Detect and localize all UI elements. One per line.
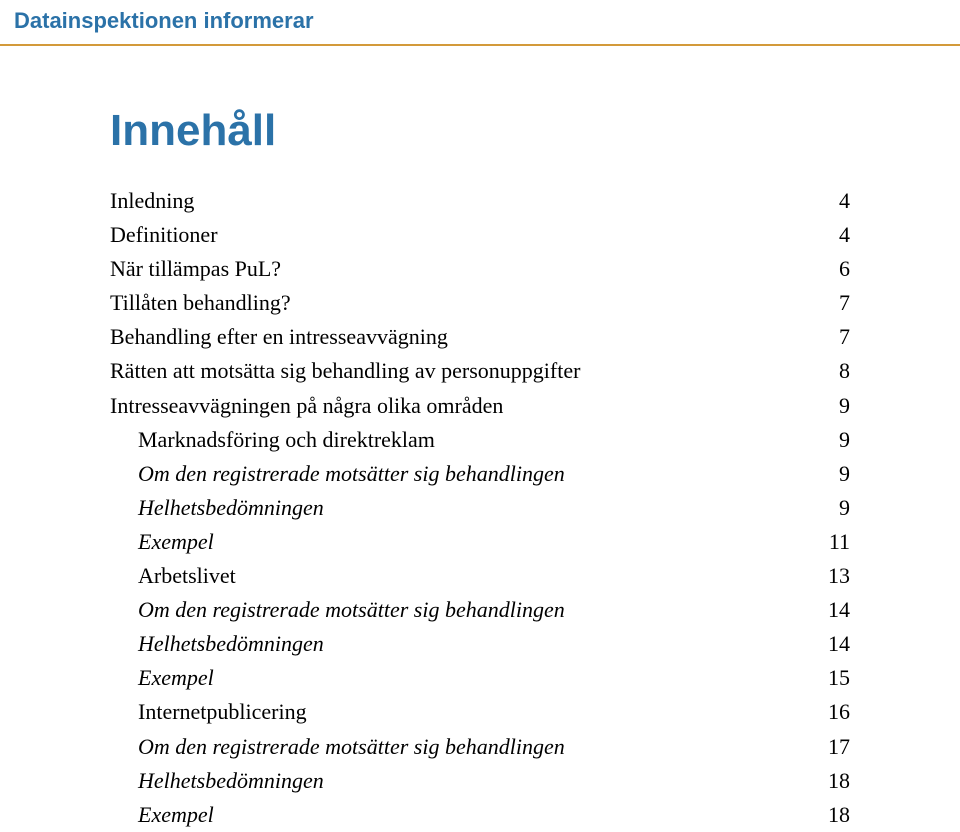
toc-row: Exempel 11 xyxy=(110,525,850,559)
toc-row: Helhetsbedömningen 9 xyxy=(110,491,850,525)
toc-entry-page: 4 xyxy=(839,218,850,252)
toc-entry-page: 6 xyxy=(839,252,850,286)
toc-entry-page: 7 xyxy=(839,286,850,320)
toc-entry-page: 8 xyxy=(839,354,850,388)
content-area: Innehåll Inledning4Definitioner4När till… xyxy=(0,46,960,832)
toc-row: Behandling efter en intresseavvägning 7 xyxy=(110,320,850,354)
toc-entry-label: Tillåten behandling? xyxy=(110,286,291,320)
toc-entry-label: Om den registrerade motsätter sig behand… xyxy=(138,730,565,764)
toc-row: Arbetslivet 13 xyxy=(110,559,850,593)
page-title: Innehåll xyxy=(110,106,850,156)
toc-entry-label: Om den registrerade motsätter sig behand… xyxy=(138,457,565,491)
toc-entry-label: Exempel xyxy=(138,525,214,559)
toc-entry-page: 17 xyxy=(828,730,850,764)
document-page: Datainspektionen informerar Innehåll Inl… xyxy=(0,0,960,827)
toc-entry-page: 15 xyxy=(828,661,850,695)
toc-entry-label: Marknadsföring och direktreklam xyxy=(138,423,435,457)
toc-entry-label: Rätten att motsätta sig behandling av pe… xyxy=(110,354,580,388)
toc-entry-page: 13 xyxy=(828,559,850,593)
toc-entry-label: Intresseavvägningen på några olika områd… xyxy=(110,389,503,423)
toc-entry-label: Arbetslivet xyxy=(138,559,236,593)
toc-row: Internetpublicering 16 xyxy=(110,695,850,729)
toc-row: Helhetsbedömningen 18 xyxy=(110,764,850,798)
toc-entry-label: Behandling efter en intresseavvägning xyxy=(110,320,448,354)
toc-row: Exempel 15 xyxy=(110,661,850,695)
toc-entry-label: Helhetsbedömningen xyxy=(138,627,324,661)
toc-entry-page: 18 xyxy=(828,764,850,798)
toc-entry-page: 16 xyxy=(828,695,850,729)
toc-entry-label: Helhetsbedömningen xyxy=(138,491,324,525)
toc-row: Definitioner 4 xyxy=(110,218,850,252)
toc-entry-label: Helhetsbedömningen xyxy=(138,764,324,798)
toc-entry-page: 7 xyxy=(839,320,850,354)
toc-entry-label: När tillämpas PuL? xyxy=(110,252,281,286)
table-of-contents: Inledning4Definitioner4När tillämpas PuL… xyxy=(110,184,850,832)
toc-row: Marknadsföring och direktreklam 9 xyxy=(110,423,850,457)
toc-entry-page: 9 xyxy=(839,491,850,525)
toc-entry-page: 11 xyxy=(829,525,850,559)
header-bar: Datainspektionen informerar xyxy=(0,0,960,46)
toc-entry-page: 9 xyxy=(839,457,850,491)
toc-row: Inledning 4 xyxy=(110,184,850,218)
toc-entry-label: Exempel xyxy=(138,661,214,695)
toc-row: Intresseavvägningen på några olika områd… xyxy=(110,389,850,423)
toc-entry-page: 9 xyxy=(839,423,850,457)
toc-entry-page: 9 xyxy=(839,389,850,423)
toc-row: Om den registrerade motsätter sig behand… xyxy=(110,730,850,764)
header-label: Datainspektionen informerar xyxy=(14,8,314,33)
toc-row: Om den registrerade motsätter sig behand… xyxy=(110,457,850,491)
toc-row: Helhetsbedömningen 14 xyxy=(110,627,850,661)
toc-entry-page: 4 xyxy=(839,184,850,218)
toc-entry-label: Internetpublicering xyxy=(138,695,307,729)
toc-entry-page: 14 xyxy=(828,593,850,627)
toc-entry-page: 14 xyxy=(828,627,850,661)
toc-row: Rätten att motsätta sig behandling av pe… xyxy=(110,354,850,388)
toc-row: När tillämpas PuL? 6 xyxy=(110,252,850,286)
toc-row: Tillåten behandling? 7 xyxy=(110,286,850,320)
toc-entry-label: Definitioner xyxy=(110,218,218,252)
toc-entry-label: Om den registrerade motsätter sig behand… xyxy=(138,593,565,627)
toc-entry-label: Inledning xyxy=(110,184,194,218)
toc-row: Om den registrerade motsätter sig behand… xyxy=(110,593,850,627)
